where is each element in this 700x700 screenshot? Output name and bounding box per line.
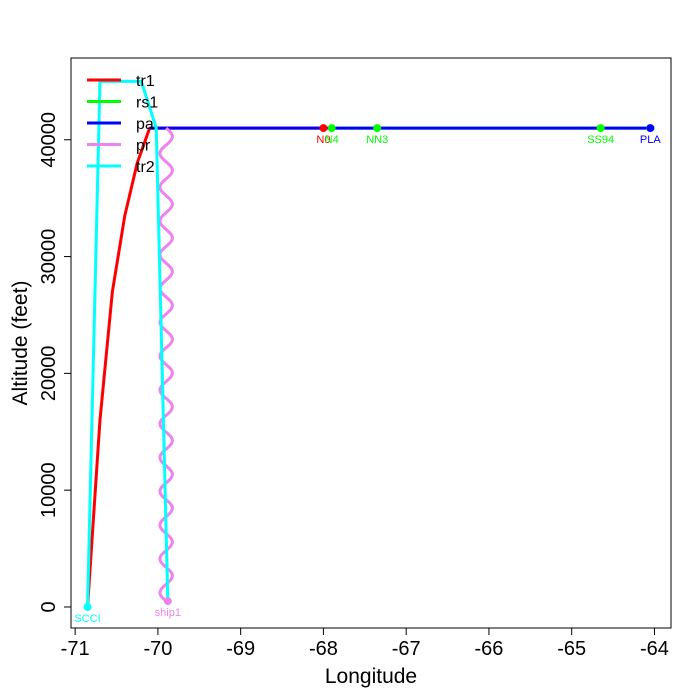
x-axis: -71 -70 -69 -68 -67 -66 -65 -64 [61,628,669,660]
point-label-PLA: PLA [640,134,661,146]
y-tick-label: 30000 [38,229,60,285]
x-tick-label: -69 [226,638,255,660]
legend-label-pa: pa [136,116,154,133]
legend-label-rs1: rs1 [136,95,158,112]
series-tr1-line [86,126,324,608]
x-tick-label: -71 [61,638,90,660]
x-axis-label: Longitude [325,665,417,688]
y-tick-label: 0 [38,601,60,612]
y-tick-label: 20000 [38,346,60,402]
point-label-SS94: SS94 [587,134,614,146]
point-label-N0: N0 [316,134,330,146]
y-tick-label: 40000 [38,112,60,168]
legend-label-pr: pr [136,138,151,155]
x-tick-label: -65 [557,638,586,660]
point-N4 [327,124,336,133]
point-NN3 [373,124,382,133]
point-ship1 [163,597,172,606]
series-layer [86,79,655,608]
point-label-SCCI: SCCI [74,613,100,625]
legend-label-tr1: tr1 [136,73,155,90]
point-N0 [319,124,328,133]
y-axis-label: Altitude (feet) [9,281,32,406]
x-tick-label: -67 [392,638,421,660]
legend-label-tr2: tr2 [136,159,155,176]
point-PLA [646,124,655,133]
point-SS94 [596,124,605,133]
point-label-N4: N4 [325,134,339,146]
point-SCCI [83,602,92,611]
series-pr-line [158,126,174,603]
x-tick-label: -64 [640,638,669,660]
series-tr2-line [86,79,170,608]
plot-frame [70,57,672,629]
y-tick-label: 10000 [38,462,60,518]
x-tick-label: -70 [143,638,172,660]
point-label-NN3: NN3 [366,134,388,146]
point-label-ship1: ship1 [155,607,181,619]
legend: tr1 rs1 pa pr tr2 [87,73,158,176]
y-axis: 0 10000 20000 30000 40000 [38,112,71,613]
x-tick-label: -68 [309,638,338,660]
x-tick-label: -66 [474,638,503,660]
